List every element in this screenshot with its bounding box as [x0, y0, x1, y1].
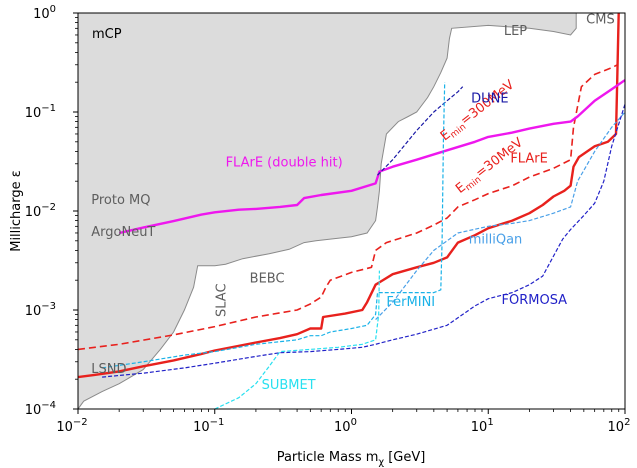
excluded-region	[78, 13, 577, 409]
series-label-milliqan: milliQan	[469, 232, 523, 247]
region-label-lep: LEP	[504, 24, 527, 39]
series-label-fermini: FerMINI	[386, 295, 435, 310]
series-line-flare-double-hit	[118, 79, 625, 235]
series-line-milliqan	[375, 111, 625, 321]
series-layer	[78, 13, 625, 409]
x-axis-label-unit: [GeV]	[388, 450, 425, 465]
region-label-cms: CMS	[586, 13, 615, 28]
x-axis-label: Particle Mass mχ [GeV]	[277, 450, 426, 468]
x-axis-label-text: Particle Mass m	[277, 450, 379, 465]
region-label-layer: Proto MQ ArgoNeuT SLAC BEBC LSND LEP CMS	[91, 13, 614, 378]
y-axis-label: Millicharge ε	[9, 170, 24, 252]
series-line-flare	[78, 13, 620, 379]
series-label-flare: FLArE	[510, 151, 547, 166]
series-label-submet: SUBMET	[262, 378, 316, 393]
region-label-proto-mq: Proto MQ	[91, 193, 150, 208]
series-line-submet	[214, 270, 380, 409]
series-line-fermini	[102, 82, 446, 369]
panel-label: mCP	[92, 27, 122, 42]
series-line-formosa	[102, 104, 625, 378]
series-label-flare-double-hit: FLArE (double hit)	[226, 156, 343, 171]
region-label-argoneut: ArgoNeuT	[91, 225, 155, 240]
region-label-slac: SLAC	[215, 283, 230, 317]
x-axis-label-sub: χ	[378, 457, 384, 468]
series-label-formosa: FORMOSA	[502, 293, 568, 308]
series-line-flare-emin-300mev	[78, 64, 618, 351]
excluded-region-layer	[78, 13, 577, 409]
series-label-dune: DUNE	[471, 91, 508, 106]
region-label-bebc: BEBC	[250, 271, 285, 286]
region-label-lsnd: LSND	[91, 362, 126, 377]
series-line-dune	[377, 86, 464, 176]
